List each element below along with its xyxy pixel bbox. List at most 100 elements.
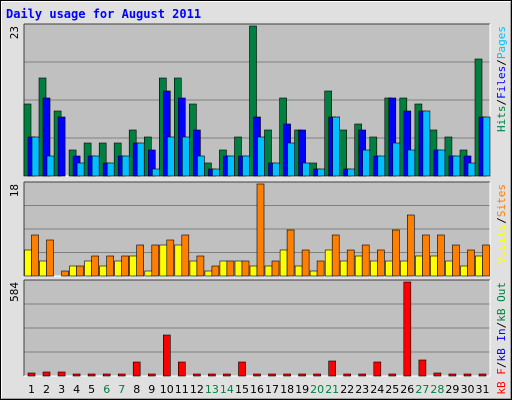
kbytes-bar-kb-f-day-2 <box>42 371 51 377</box>
sites-bar-sites-day-27 <box>422 234 430 277</box>
kbytes-bar-kb-f-day-19 <box>298 373 306 377</box>
sites-bar-visits-day-6 <box>99 265 107 277</box>
kbytes-legend-part: kB In <box>495 328 508 361</box>
kbytes-max-label: 584 <box>8 282 21 302</box>
kbytes-bar-kb-f-day-21 <box>328 360 337 377</box>
kbytes-bar-kb-f-day-9 <box>148 373 156 377</box>
x-tick-day-5: 5 <box>88 383 95 396</box>
x-tick-day-21: 21 <box>325 383 339 396</box>
sites-bar-visits-day-1 <box>24 249 32 277</box>
kbytes-bar-kb-f-day-11 <box>178 361 186 377</box>
x-tick-day-31: 31 <box>476 383 490 396</box>
sites-bar-visits-day-31 <box>475 255 483 277</box>
kbytes-bar-kb-f-day-7 <box>117 373 126 377</box>
sites-bar-sites-day-7 <box>121 255 129 277</box>
sites-bar-sites-day-11 <box>181 234 190 277</box>
x-tick-day-15: 15 <box>235 383 249 396</box>
sites-bar-sites-day-28 <box>437 234 445 277</box>
kbytes-bar-kb-f-day-20 <box>313 373 321 377</box>
sites-bar-sites-day-24 <box>376 249 385 277</box>
sites-bar-sites-day-12 <box>196 255 205 277</box>
sites-bar-sites-day-17 <box>271 260 280 277</box>
hits-bar-pages-day-15 <box>242 155 250 177</box>
kbytes-bar-kb-f-day-6 <box>102 373 111 377</box>
sites-bar-visits-day-27 <box>415 255 423 277</box>
hits-bar-pages-day-12 <box>197 155 205 177</box>
x-axis-day-labels: 1 2 3 4 5 6 7 8 9 10 11 12 13 14 15 16 17 18 19 20 21 22 23 24 2… <box>28 383 490 396</box>
x-tick-day-25: 25 <box>385 383 399 396</box>
hits-bar-pages-day-14 <box>227 155 235 177</box>
sites-bar-visits-day-13 <box>204 270 213 277</box>
hits-legend: Hits/Files/Pages <box>495 26 508 132</box>
x-tick-day-19: 19 <box>295 383 309 396</box>
sites-bar-visits-day-17 <box>264 265 273 277</box>
hits-bar-pages-day-16 <box>257 136 265 177</box>
hits-bar-pages-day-25 <box>392 142 401 177</box>
sites-bar-visits-day-28 <box>430 255 438 277</box>
x-tick-day-8: 8 <box>133 383 140 396</box>
kbytes-legend-part: / <box>495 362 508 369</box>
kbytes-bar-kb-f-day-27 <box>418 359 427 377</box>
kbytes-legend-part: / <box>495 322 508 329</box>
sites-bar-visits-day-9 <box>144 270 153 277</box>
x-tick-day-23: 23 <box>355 383 369 396</box>
hits-bar-files-day-19 <box>298 129 306 177</box>
sites-panel: 18 Visits/Sites <box>8 181 508 277</box>
kbytes-bar-kb-f-day-18 <box>283 373 291 377</box>
kbytes-bar-kb-f-day-29 <box>448 373 457 377</box>
sites-bar-sites-day-2 <box>46 239 54 277</box>
sites-bar-sites-day-6 <box>106 255 114 277</box>
hits-bar-files-day-12 <box>193 129 201 177</box>
x-tick-day-17: 17 <box>265 383 279 396</box>
x-tick-day-6: 6 <box>103 383 110 396</box>
hits-legend-part: Pages <box>495 26 508 59</box>
hits-bar-files-day-9 <box>148 149 156 177</box>
x-tick-day-13: 13 <box>205 383 219 396</box>
hits-bar-pages-day-20 <box>317 168 325 177</box>
hits-bar-pages-day-10 <box>167 136 175 177</box>
hits-bar-pages-day-2 <box>46 155 55 177</box>
hits-bar-pages-day-11 <box>182 136 190 177</box>
x-tick-day-4: 4 <box>73 383 80 396</box>
x-tick-day-28: 28 <box>430 383 444 396</box>
kbytes-bar-kb-f-day-31 <box>478 373 487 377</box>
x-tick-day-3: 3 <box>58 383 65 396</box>
x-tick-day-1: 1 <box>28 383 35 396</box>
x-tick-day-20: 20 <box>310 383 324 396</box>
hits-bar-pages-day-29 <box>452 155 461 177</box>
kbytes-legend-part: kB Out <box>495 282 508 322</box>
sites-bar-sites-day-8 <box>136 244 144 277</box>
x-tick-day-12: 12 <box>190 383 204 396</box>
sites-bar-sites-day-19 <box>301 249 310 277</box>
kbytes-bar-kb-f-day-1 <box>27 372 36 377</box>
sites-bar-sites-day-25 <box>391 229 400 277</box>
sites-bar-sites-day-20 <box>316 260 325 277</box>
sites-bar-visits-day-5 <box>84 260 92 277</box>
sites-bar-sites-day-3 <box>61 270 69 277</box>
hits-bar-pages-day-18 <box>287 142 295 177</box>
sites-bar-sites-day-29 <box>452 244 460 277</box>
kbytes-bar-kb-f-day-13 <box>208 373 216 377</box>
sites-bar-sites-day-1 <box>31 234 39 277</box>
hits-bar-pages-day-31 <box>482 116 491 177</box>
sites-legend: Visits/Sites <box>495 184 508 264</box>
hits-max-label: 23 <box>8 26 21 39</box>
hits-bar-pages-day-19 <box>302 162 310 177</box>
kbytes-legend: kB F/kB In/kB Out <box>495 282 508 395</box>
sites-max-label: 18 <box>8 184 21 197</box>
sites-bar-visits-day-21 <box>324 249 333 277</box>
sites-bar-sites-day-16 <box>256 183 265 277</box>
sites-bar-sites-day-4 <box>76 265 84 277</box>
x-tick-day-29: 29 <box>445 383 459 396</box>
sites-bar-visits-day-8 <box>129 255 137 277</box>
sites-bar-visits-day-23 <box>354 255 363 277</box>
sites-bar-sites-day-18 <box>286 229 295 277</box>
hits-bar-pages-day-4 <box>76 162 85 177</box>
hits-bar-pages-day-23 <box>362 149 371 177</box>
kbytes-bar-kb-f-day-14 <box>223 373 231 377</box>
sites-bar-sites-day-26 <box>406 214 415 277</box>
hits-legend-part: / <box>495 59 508 66</box>
hits-legend-part: / <box>495 99 508 106</box>
